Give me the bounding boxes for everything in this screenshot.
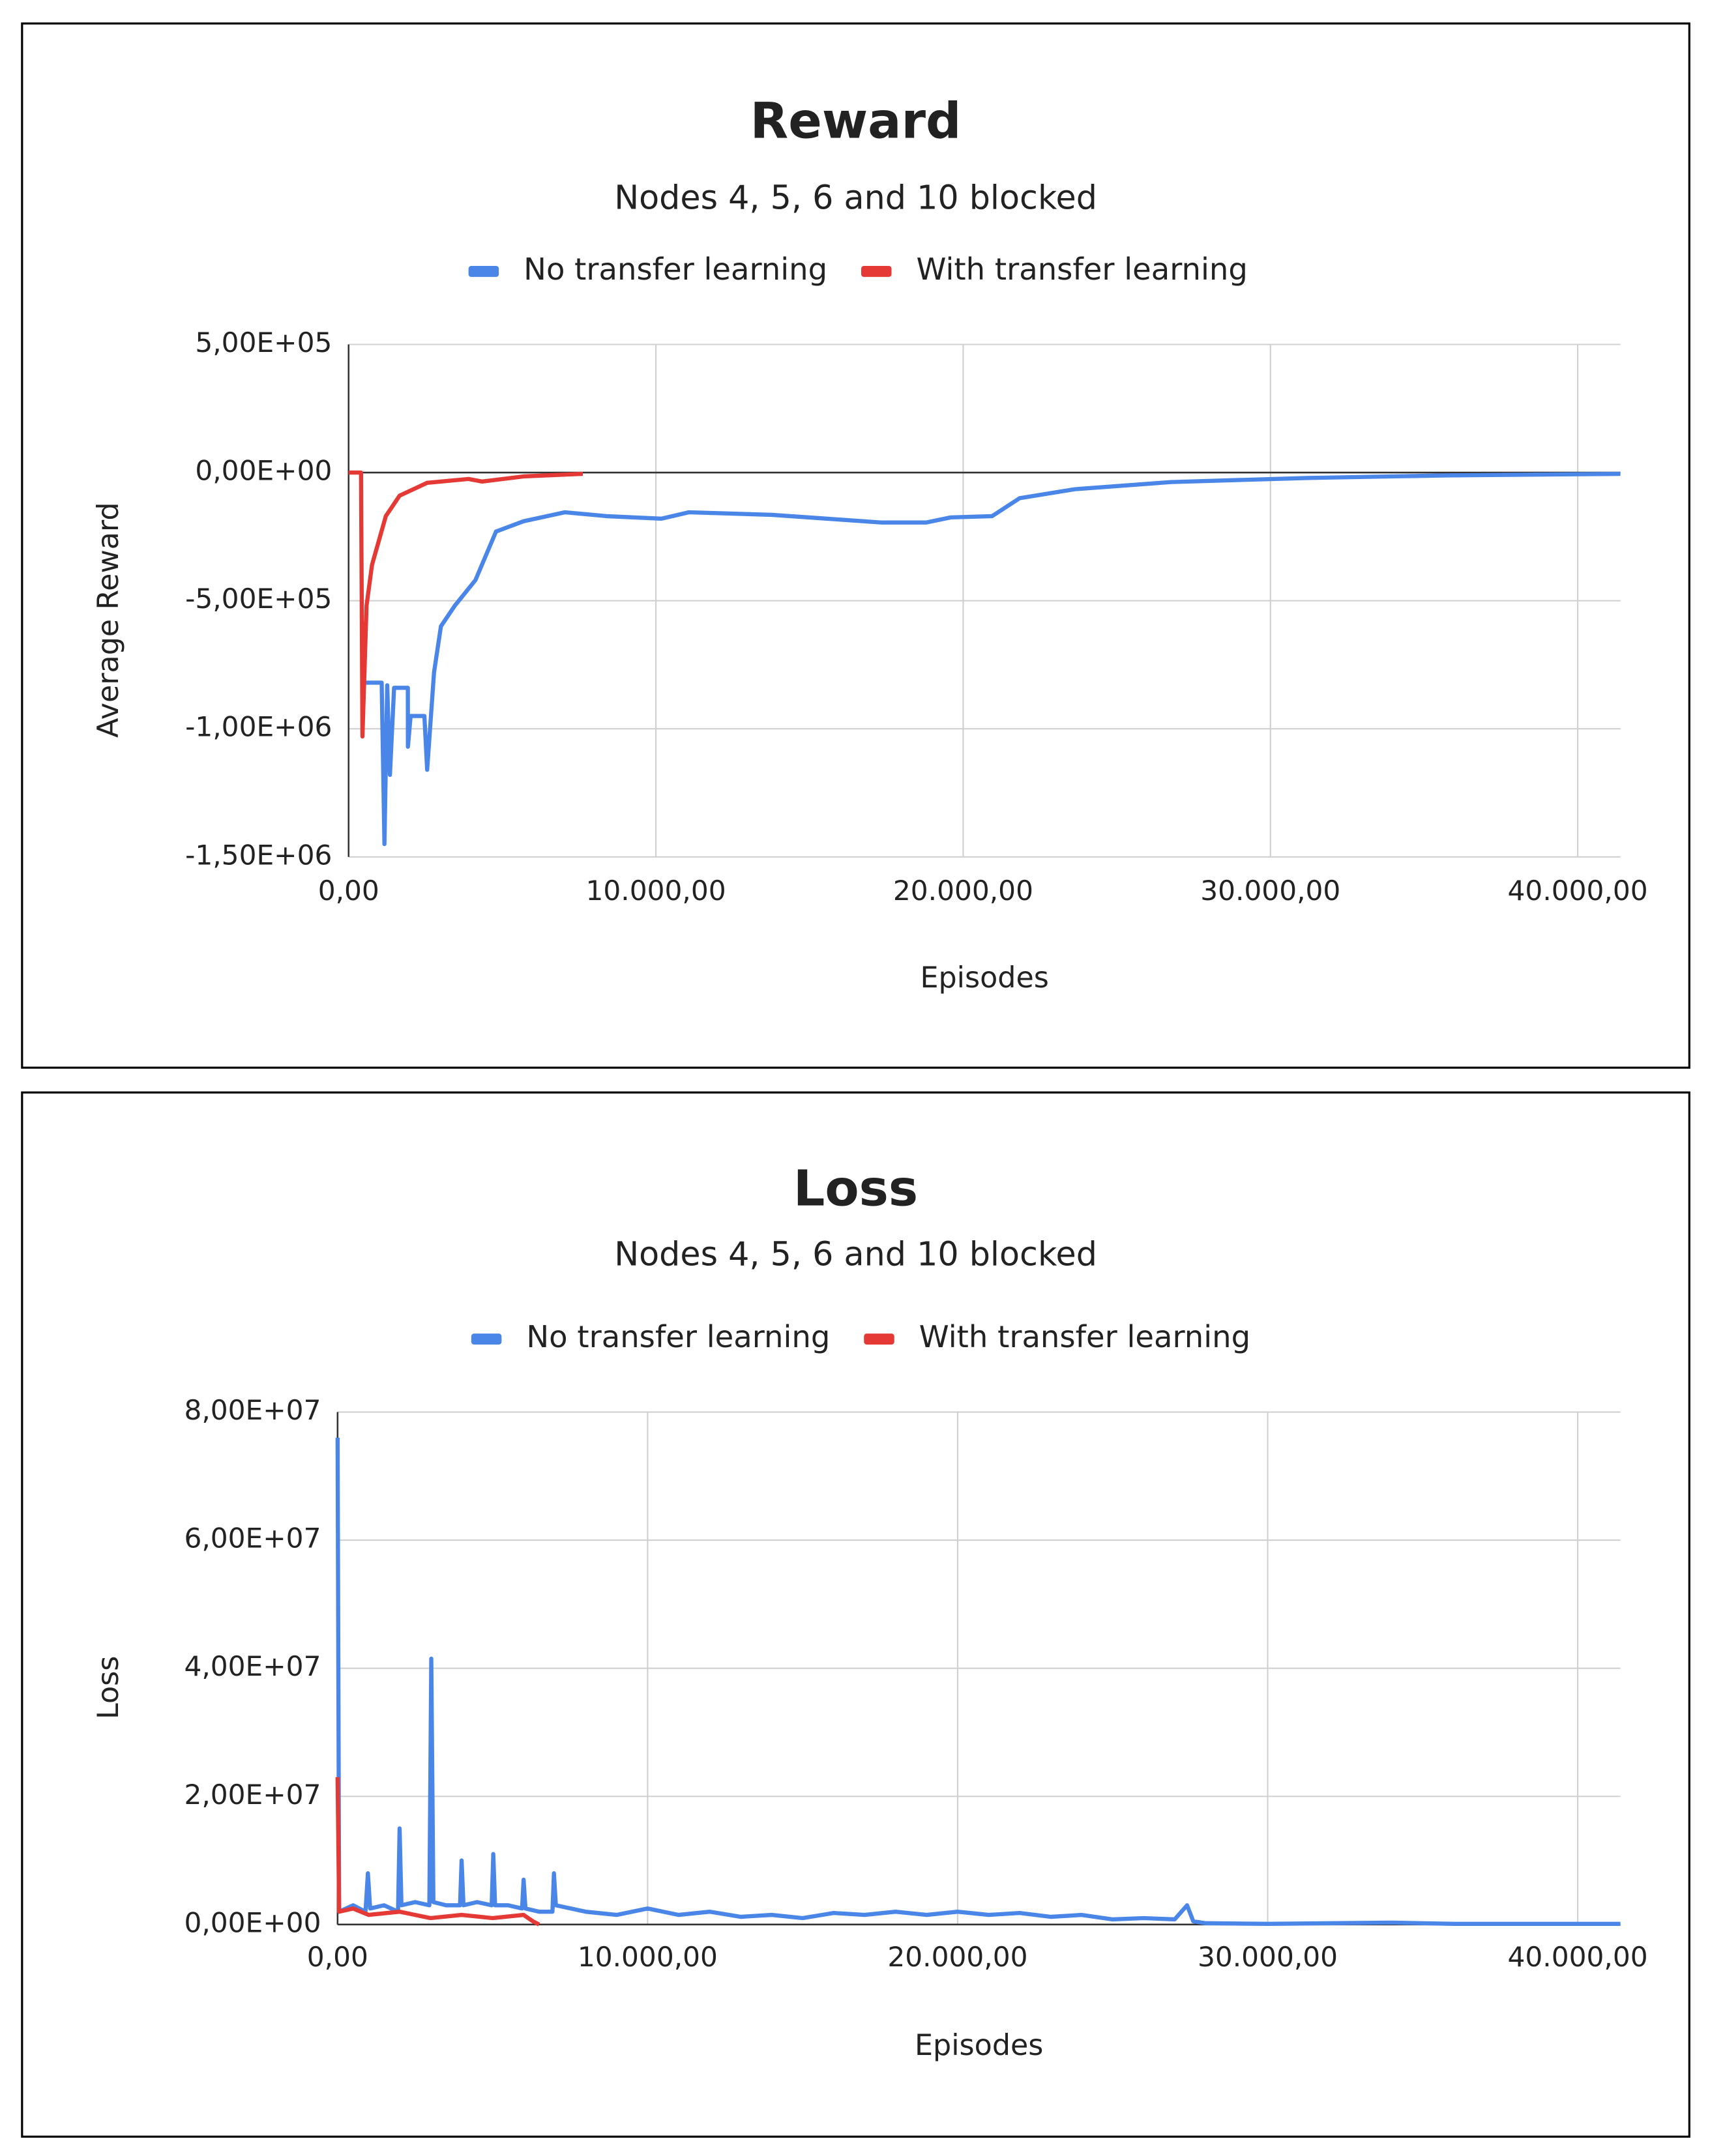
y-axis-label: Loss [92, 1656, 125, 1719]
legend-swatch [471, 1333, 502, 1345]
x-tick-label: 40.000,00 [1508, 1941, 1648, 1973]
y-tick-label: 0,00E+00 [184, 1906, 321, 1938]
legend-swatch [468, 266, 499, 277]
x-tick-label: 10.000,00 [578, 1941, 718, 1973]
y-tick-label: -5,00E+05 [185, 583, 332, 615]
y-tick-label: 2,00E+07 [184, 1779, 321, 1811]
x-axis-label: Episodes [915, 2029, 1043, 2062]
legend-label: With transfer learning [917, 252, 1248, 287]
y-tick-label: 4,00E+07 [184, 1650, 321, 1682]
chart-title: Loss [793, 1159, 918, 1217]
legend-label: No transfer learning [523, 252, 827, 287]
x-tick-label: 20.000,00 [887, 1941, 1027, 1973]
x-tick-label: 0,00 [318, 875, 379, 907]
x-tick-label: 40.000,00 [1508, 875, 1648, 907]
x-tick-label: 30.000,00 [1200, 875, 1340, 907]
y-tick-label: 5,00E+05 [195, 327, 332, 358]
legend-label: With transfer learning [919, 1319, 1250, 1354]
series-line [335, 1437, 1621, 1927]
y-tick-label: 6,00E+07 [184, 1522, 321, 1554]
x-axis-label: Episodes [920, 961, 1048, 995]
chart-frame [21, 22, 1690, 1069]
legend-label: No transfer learning [526, 1319, 830, 1354]
y-tick-label: -1,00E+06 [185, 711, 332, 743]
y-tick-label: 8,00E+07 [184, 1394, 321, 1426]
chart-subtitle: Nodes 4, 5, 6 and 10 blocked [614, 179, 1097, 217]
legend-swatch [864, 1333, 894, 1345]
series-line [361, 471, 1621, 847]
x-tick-label: 0,00 [307, 1941, 368, 1973]
chart-title: Reward [750, 91, 962, 149]
y-tick-label: 0,00E+00 [195, 455, 332, 487]
chart-frame [21, 1091, 1690, 2138]
chart-subtitle: Nodes 4, 5, 6 and 10 blocked [614, 1235, 1097, 1274]
x-tick-label: 10.000,00 [586, 875, 726, 907]
y-axis-label: Average Reward [92, 502, 125, 738]
x-tick-label: 30.000,00 [1198, 1941, 1338, 1973]
series-line [348, 470, 583, 739]
series-line [335, 1777, 540, 1927]
y-tick-label: -1,50E+06 [185, 839, 332, 871]
legend-swatch [861, 266, 892, 277]
x-tick-label: 20.000,00 [893, 875, 1033, 907]
